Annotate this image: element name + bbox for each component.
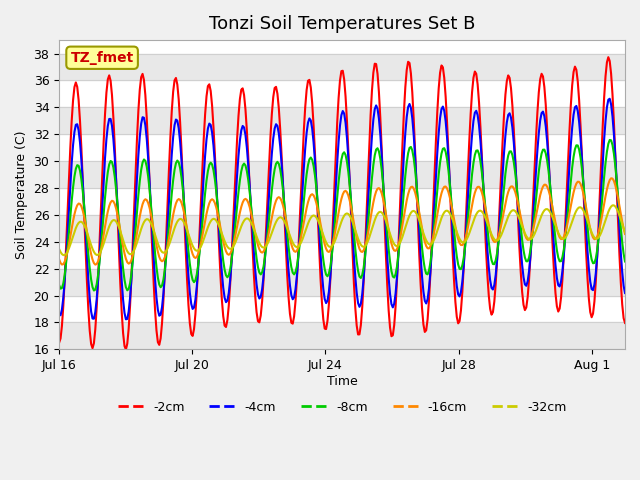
-16cm	[621, 231, 629, 237]
-16cm	[371, 193, 379, 199]
-4cm	[606, 96, 614, 102]
-32cm	[566, 227, 573, 232]
Bar	[59, 108, 625, 134]
-4cm	[122, 316, 130, 322]
-2cm	[566, 129, 573, 135]
-2cm	[227, 282, 234, 288]
-8cm	[454, 262, 462, 267]
-2cm	[55, 340, 63, 346]
Legend: -2cm, -4cm, -8cm, -16cm, -32cm: -2cm, -4cm, -8cm, -16cm, -32cm	[113, 396, 572, 419]
Bar	[59, 215, 625, 242]
-2cm	[454, 321, 462, 326]
-16cm	[607, 175, 615, 181]
-32cm	[55, 246, 63, 252]
-8cm	[371, 153, 379, 158]
Y-axis label: Soil Temperature (C): Soil Temperature (C)	[15, 131, 28, 259]
Line: -16cm: -16cm	[59, 178, 625, 264]
-8cm	[471, 152, 479, 158]
Text: TZ_fmet: TZ_fmet	[70, 51, 134, 65]
Line: -32cm: -32cm	[59, 205, 625, 255]
-2cm	[604, 54, 612, 60]
-4cm	[227, 277, 234, 283]
Title: Tonzi Soil Temperatures Set B: Tonzi Soil Temperatures Set B	[209, 15, 476, 33]
-2cm	[122, 347, 130, 352]
-16cm	[55, 257, 63, 263]
-32cm	[246, 217, 253, 223]
X-axis label: Time: Time	[326, 375, 358, 388]
-16cm	[454, 236, 462, 242]
-16cm	[246, 204, 253, 210]
-4cm	[371, 106, 379, 112]
-8cm	[227, 267, 234, 273]
-4cm	[246, 182, 253, 188]
-4cm	[471, 110, 479, 116]
-8cm	[246, 189, 253, 194]
-32cm	[371, 217, 379, 223]
-8cm	[90, 288, 98, 293]
-16cm	[566, 211, 573, 216]
-16cm	[227, 251, 234, 256]
-8cm	[566, 192, 573, 198]
Bar	[59, 323, 625, 349]
-8cm	[621, 259, 629, 264]
-32cm	[60, 252, 67, 258]
-2cm	[621, 320, 629, 326]
Bar	[59, 54, 625, 81]
-2cm	[471, 69, 479, 74]
Line: -4cm: -4cm	[59, 99, 625, 319]
-32cm	[610, 203, 618, 208]
-4cm	[55, 312, 63, 317]
Line: -8cm: -8cm	[59, 140, 625, 290]
-16cm	[471, 190, 479, 196]
-4cm	[621, 290, 629, 296]
-4cm	[454, 291, 462, 297]
-16cm	[92, 262, 99, 267]
-4cm	[566, 164, 573, 169]
-32cm	[621, 229, 629, 235]
-8cm	[55, 282, 63, 288]
-2cm	[246, 182, 253, 188]
-32cm	[471, 215, 479, 220]
-2cm	[371, 61, 379, 67]
-32cm	[227, 246, 234, 252]
Bar	[59, 161, 625, 188]
Line: -2cm: -2cm	[59, 57, 625, 349]
-32cm	[454, 233, 462, 239]
-8cm	[606, 137, 614, 143]
Bar	[59, 269, 625, 296]
